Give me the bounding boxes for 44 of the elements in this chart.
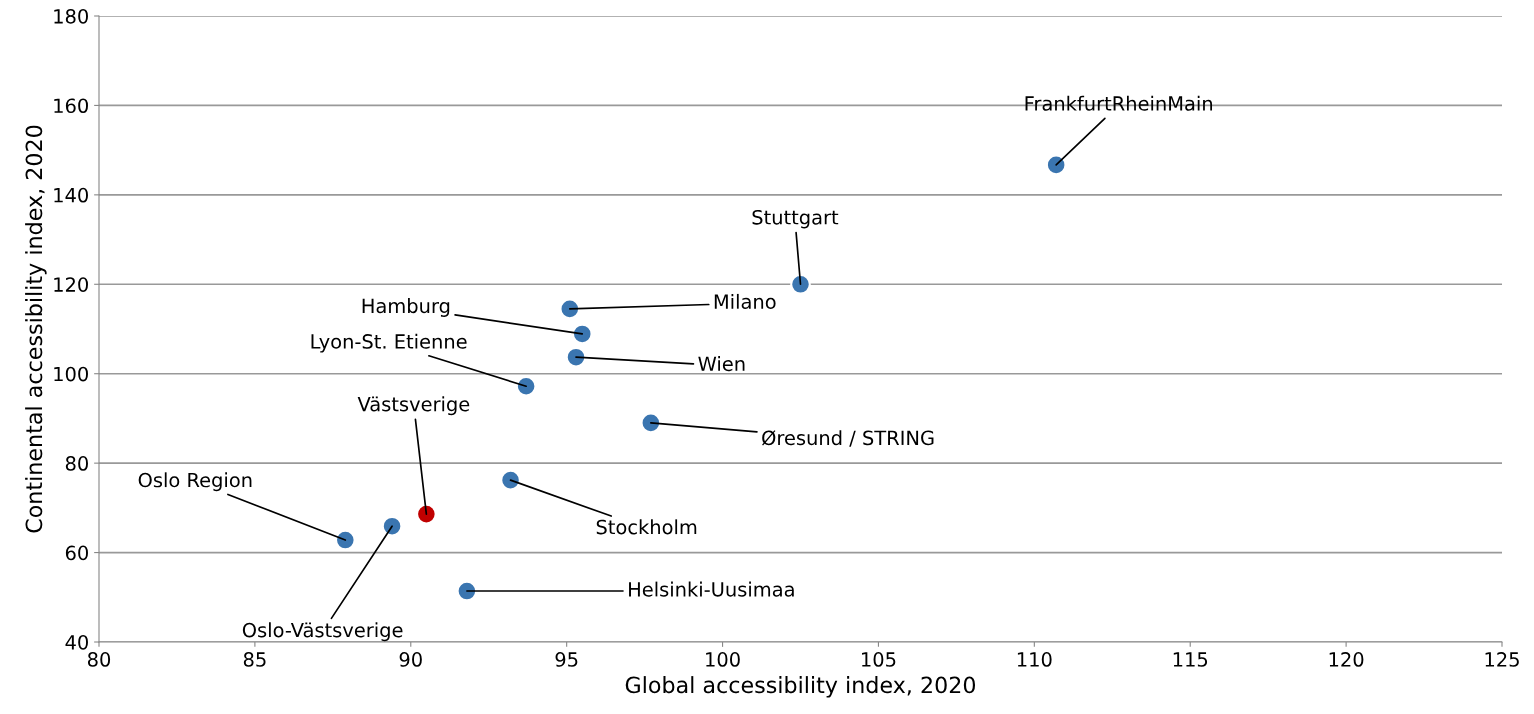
x-tick-label: 120: [1329, 652, 1364, 667]
point: [559, 298, 581, 320]
point: [640, 412, 662, 434]
x-tick-label: 105: [862, 652, 896, 667]
annotation: Stuttgart: [752, 209, 839, 229]
annotation: Milano: [714, 293, 776, 309]
point: [456, 580, 478, 602]
point: [334, 529, 356, 551]
annotation: Västsverige: [357, 396, 470, 416]
point: [565, 346, 587, 368]
annotation: Lyon-St. Etienne: [311, 333, 467, 353]
y-tick-label: 120: [54, 277, 88, 292]
x-axis-title: Global accessibility index, 2020: [625, 676, 976, 698]
point: [500, 469, 521, 491]
y-tick-label: 80: [65, 456, 88, 471]
annotation: Helsinki-Uusimaa: [629, 581, 794, 597]
annotation: Oslo Region: [138, 472, 252, 492]
annotation: FrankfurtRheinMain: [1025, 95, 1213, 111]
y-tick-label: 180: [54, 8, 88, 24]
y-tick-label: 160: [54, 98, 88, 114]
x-tick-label: 90: [399, 652, 422, 667]
y-tick-label: 60: [65, 545, 88, 561]
y-tick-label: 140: [54, 187, 88, 203]
x-tick-label: 110: [1017, 652, 1052, 667]
annotation: Oslo-Västsverige: [242, 622, 403, 642]
y-tick-label: 100: [54, 366, 88, 382]
y-tick-label: 40: [65, 634, 88, 650]
annotation: Stockholm: [596, 519, 697, 535]
annotation: Øresund / STRING: [762, 430, 934, 447]
point: [790, 273, 811, 295]
point: [381, 515, 403, 537]
x-tick-label: 80: [87, 652, 111, 667]
x-tick-label: 100: [706, 652, 740, 667]
x-tick-label: 95: [555, 652, 578, 667]
x-tick-label: 125: [1485, 652, 1519, 667]
point: [515, 375, 537, 397]
point: [1045, 154, 1067, 176]
point: [416, 503, 437, 525]
point: [571, 323, 593, 345]
x-tick-label: 85: [243, 652, 266, 667]
y-axis-title: Continental accessibility index, 2020: [25, 125, 47, 533]
annotation: Hamburg: [362, 298, 450, 317]
annotation: Wien: [698, 356, 745, 372]
x-tick-label: 115: [1173, 652, 1208, 667]
